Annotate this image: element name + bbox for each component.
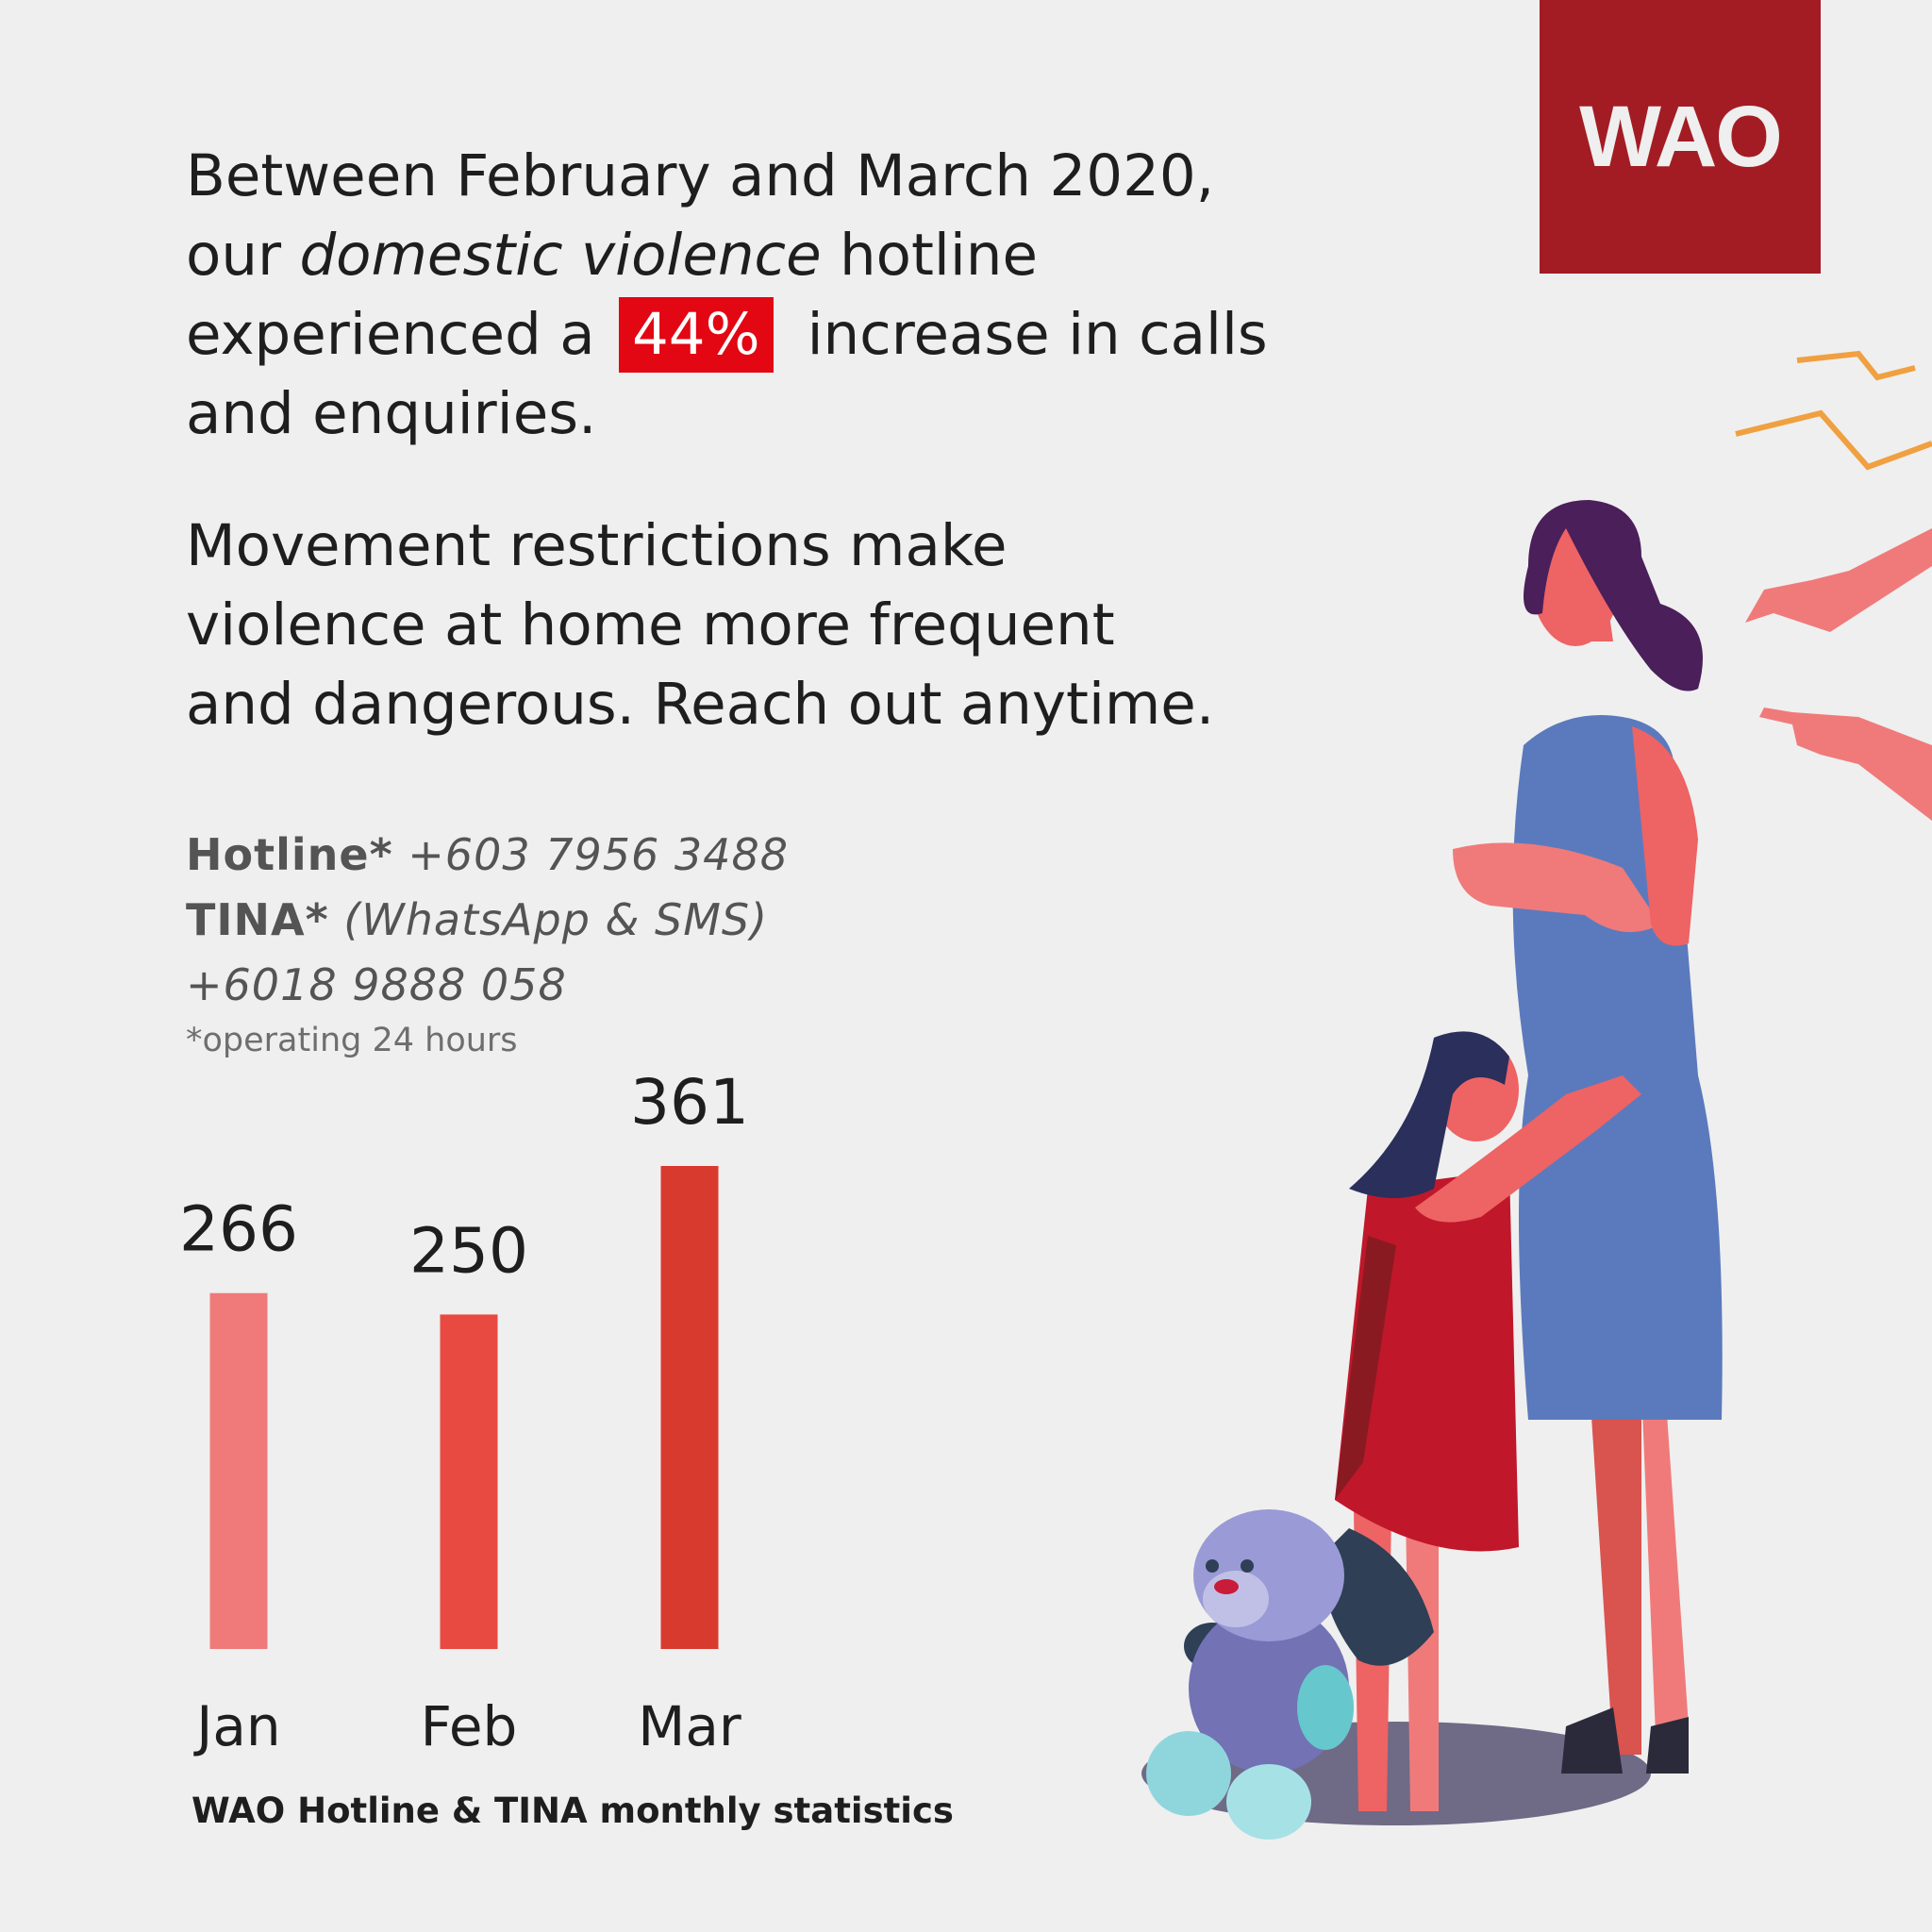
wao-logo-text: WAO bbox=[1579, 88, 1783, 185]
headline-emphasis: domestic violence bbox=[299, 222, 822, 289]
pointing-hands-icon bbox=[1745, 528, 1932, 821]
tina-channels: (WhatsApp & SMS) bbox=[343, 894, 769, 945]
hotline-label: Hotline* bbox=[186, 829, 393, 880]
category-label-jan: Jan bbox=[193, 1694, 280, 1758]
hotline-number[interactable]: +603 7956 3488 bbox=[408, 829, 789, 880]
value-label-feb: 250 bbox=[409, 1214, 528, 1287]
headline-line-3-pre: experienced a bbox=[186, 301, 595, 368]
family-illustration bbox=[1141, 350, 1932, 1840]
bar-jan bbox=[209, 1292, 268, 1649]
subhead-line-2: violence at home more frequent bbox=[186, 591, 1115, 658]
woman-figure bbox=[1453, 500, 1723, 1774]
contact-info: Hotline* +603 7956 3488 TINA* (WhatsApp … bbox=[186, 823, 1035, 1018]
headline-line-3: experienced a 44% increase in calls bbox=[186, 295, 1318, 375]
bar-feb bbox=[440, 1314, 498, 1649]
subhead-line-3: and dangerous. Reach out anytime. bbox=[186, 671, 1215, 738]
headline-line-2-post: hotline bbox=[821, 222, 1038, 289]
subhead-line-1: Movement restrictions make bbox=[186, 512, 1008, 579]
tina-number[interactable]: +6018 9888 058 bbox=[186, 959, 567, 1010]
headline: Between February and March 2020, our dom… bbox=[186, 137, 1318, 454]
tina-label: TINA* bbox=[186, 894, 329, 945]
headline-line-3-post: increase in calls bbox=[807, 301, 1268, 368]
chart-title: WAO Hotline & TINA monthly statistics bbox=[192, 1790, 954, 1831]
percent-highlight-badge: 44% bbox=[618, 297, 774, 373]
teddy-bear-icon bbox=[1146, 1509, 1434, 1840]
value-label-jan: 266 bbox=[179, 1193, 298, 1266]
operating-hours-note: *operating 24 hours bbox=[186, 1022, 518, 1059]
girl-figure bbox=[1335, 1031, 1641, 1811]
shout-lines-icon bbox=[1735, 350, 1932, 471]
category-label-feb: Feb bbox=[421, 1694, 518, 1758]
tina-row: TINA* (WhatsApp & SMS) bbox=[186, 888, 1035, 953]
category-label-mar: Mar bbox=[638, 1694, 741, 1758]
wao-logo: WAO bbox=[1540, 0, 1821, 274]
tina-number-row: +6018 9888 058 bbox=[186, 953, 1035, 1018]
value-label-mar: 361 bbox=[630, 1066, 749, 1139]
hotline-row: Hotline* +603 7956 3488 bbox=[186, 823, 1035, 888]
headline-line-2: our domestic violence hotline bbox=[186, 216, 1318, 295]
headline-line-2-pre: our bbox=[186, 222, 300, 289]
headline-line-4: and enquiries. bbox=[186, 380, 597, 447]
headline-line-1: Between February and March 2020, bbox=[186, 142, 1215, 209]
bar-mar bbox=[660, 1166, 719, 1649]
subhead: Movement restrictions make violence at h… bbox=[186, 507, 1318, 744]
